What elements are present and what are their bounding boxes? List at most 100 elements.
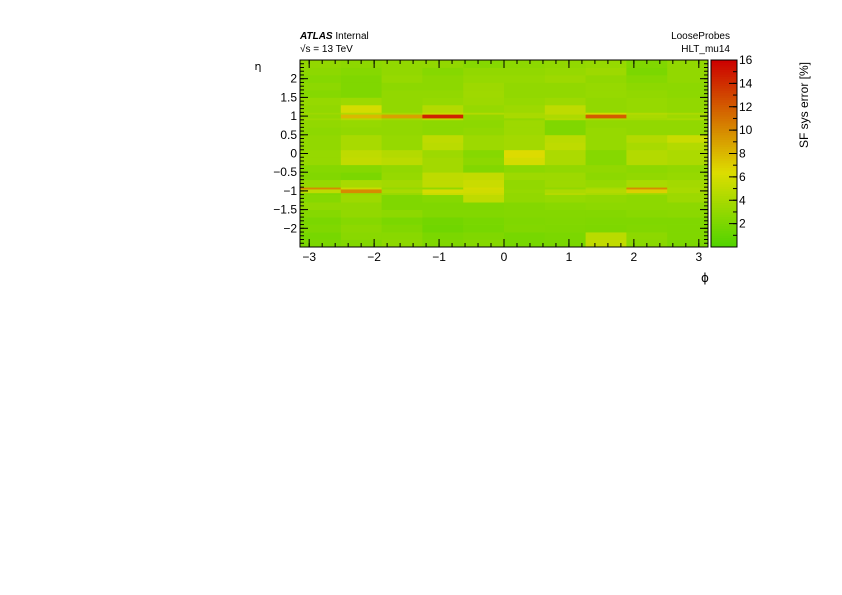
color-scale-segment: [711, 81, 737, 84]
heatmap-cell: [504, 117, 546, 121]
trigger-label: HLT_mu14: [681, 44, 730, 55]
color-scale-segment: [711, 144, 737, 147]
heatmap-cell: [422, 189, 464, 194]
heatmap-cell: [463, 149, 505, 158]
color-scale-segment: [711, 186, 737, 190]
heatmap-cell: [626, 157, 668, 166]
heatmap-cells: [300, 60, 709, 248]
heatmap-cell: [463, 189, 505, 194]
y-tick-label: −0.5: [273, 165, 297, 179]
heatmap-cell: [544, 187, 586, 190]
heatmap-cell: [504, 127, 546, 136]
y-tick-label: −1: [283, 184, 297, 198]
heatmap-cell: [340, 104, 382, 113]
heatmap-cell: [667, 89, 709, 98]
heatmap-cell: [463, 117, 505, 121]
heatmap-cell: [544, 117, 586, 121]
color-scale-segment: [711, 74, 737, 77]
heatmap-cell: [504, 142, 546, 151]
heatmap-cell: [626, 179, 668, 188]
heatmap-cell: [667, 82, 709, 91]
color-scale-segment: [711, 179, 737, 183]
y-tick-label: −2: [283, 221, 297, 235]
heatmap-cell: [381, 134, 423, 143]
heatmap-cell: [585, 202, 627, 210]
heatmap-cell: [504, 112, 546, 115]
heatmap-cell: [504, 119, 546, 128]
y-tick-label: 0.5: [280, 128, 297, 142]
heatmap-cell: [667, 149, 709, 158]
heatmap-cell: [300, 67, 342, 76]
color-scale-segment: [711, 71, 737, 75]
heatmap-cell: [422, 149, 464, 158]
heatmap-cell: [544, 217, 586, 225]
heatmap-cell: [544, 157, 586, 166]
heatmap-cell: [340, 224, 382, 233]
heatmap-cell: [422, 217, 464, 225]
heatmap-cell: [340, 142, 382, 151]
heatmap-cell: [626, 217, 668, 225]
heatmap-cell: [381, 127, 423, 136]
color-scale-segment: [711, 211, 737, 215]
color-scale-segment: [711, 204, 737, 208]
heatmap-cell: [667, 194, 709, 203]
heatmap-cell: [300, 232, 342, 240]
heatmap-cell: [340, 134, 382, 143]
heatmap-cell: [504, 157, 546, 166]
color-scale-segment: [711, 223, 737, 227]
heatmap-cell: [300, 117, 342, 121]
heatmap-cell: [585, 114, 627, 119]
color-scale: 2 4 6 8 10 12 14 16: [710, 53, 753, 248]
heatmap-cell: [300, 82, 342, 91]
heatmap-cell: [340, 189, 382, 194]
heatmap-cell: [463, 119, 505, 128]
heatmap-cell: [504, 172, 546, 181]
z-tick-label: 4: [739, 193, 746, 207]
color-scale-segment: [711, 60, 737, 63]
color-scale-segment: [711, 169, 737, 173]
heatmap-cell: [626, 192, 668, 196]
heatmap-cell: [585, 187, 627, 190]
heatmap-cell: [300, 239, 342, 248]
heatmap-cell: [667, 97, 709, 106]
heatmap-cell: [667, 192, 709, 196]
heatmap-cell: [626, 232, 668, 240]
heatmap-cell: [667, 157, 709, 166]
heatmap-cell: [463, 172, 505, 181]
color-scale-segment: [711, 76, 737, 80]
color-scale-segment: [711, 113, 737, 117]
color-scale-segment: [711, 193, 737, 197]
color-scale-segment: [711, 155, 737, 159]
heatmap-cell: [544, 104, 586, 113]
heatmap-cell: [585, 192, 627, 196]
heatmap-cell: [667, 134, 709, 143]
heatmap-cell: [667, 232, 709, 240]
heatmap-cell: [422, 202, 464, 210]
heatmap-cell: [340, 67, 382, 76]
heatmap-cell: [504, 104, 546, 113]
color-scale-segment: [711, 69, 737, 73]
color-scale-segment: [711, 120, 737, 124]
heatmap-cell: [300, 104, 342, 113]
heatmap-cell: [585, 157, 627, 166]
heatmap-cell: [544, 179, 586, 188]
y-tick-label: 0: [290, 147, 297, 161]
heatmap-cell: [504, 217, 546, 225]
heatmap-cell: [463, 67, 505, 76]
heatmap-cell: [504, 224, 546, 233]
heatmap-cell: [381, 172, 423, 181]
heatmap-cell: [667, 127, 709, 136]
heatmap-cell: [585, 67, 627, 76]
y-tick-label: 2: [290, 72, 297, 86]
color-scale-segment: [711, 141, 737, 145]
heatmap-cell: [463, 194, 505, 203]
heatmap-cell: [667, 202, 709, 210]
z-tick-label: 2: [739, 217, 746, 231]
heatmap-cell: [504, 187, 546, 190]
heatmap-cell: [463, 164, 505, 173]
heatmap-cell: [422, 97, 464, 106]
color-scale-segment: [711, 127, 737, 131]
color-scale-segment: [711, 200, 737, 204]
heatmap-cell: [340, 164, 382, 173]
heatmap-cell: [585, 112, 627, 115]
